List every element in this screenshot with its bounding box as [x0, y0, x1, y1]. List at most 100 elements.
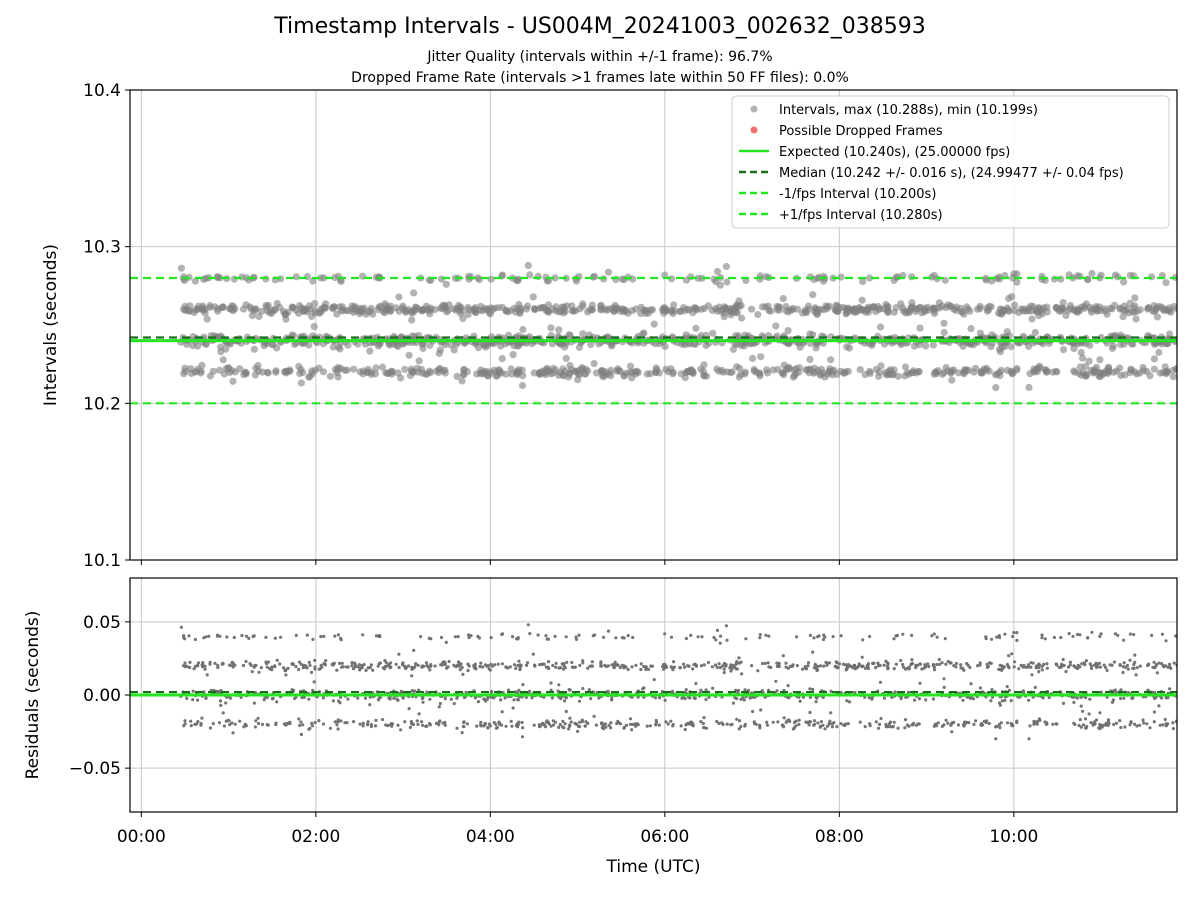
data-point: [1028, 315, 1036, 323]
data-point: [203, 664, 207, 668]
data-point: [992, 384, 1000, 392]
data-point: [590, 664, 594, 668]
data-point: [934, 722, 938, 726]
data-point: [568, 723, 572, 727]
data-point: [620, 371, 629, 379]
data-point: [486, 664, 490, 668]
data-point: [599, 660, 603, 664]
data-point: [642, 686, 646, 690]
data-point: [669, 719, 673, 723]
data-point: [500, 710, 504, 714]
data-point: [1173, 365, 1177, 373]
data-point: [439, 635, 444, 640]
data-point: [579, 302, 587, 310]
data-point: [544, 366, 553, 374]
data-point: [574, 637, 579, 642]
data-point: [490, 689, 494, 694]
data-point: [326, 372, 334, 380]
data-point: [948, 661, 952, 665]
data-point: [640, 329, 648, 337]
data-point: [858, 720, 862, 724]
data-point: [372, 364, 380, 372]
data-point: [920, 667, 924, 671]
data-point: [948, 376, 956, 384]
data-point: [657, 723, 661, 727]
data-point: [714, 638, 718, 642]
data-point: [669, 635, 674, 639]
data-point: [473, 666, 477, 670]
data-point: [946, 721, 950, 725]
data-point: [416, 722, 420, 727]
data-point: [704, 302, 713, 310]
data-point: [998, 310, 1006, 318]
data-point: [606, 629, 611, 633]
data-point: [281, 310, 289, 318]
data-point: [573, 721, 577, 725]
data-point: [819, 664, 823, 668]
data-point: [264, 660, 268, 664]
data-point: [317, 274, 325, 282]
data-point: [497, 721, 502, 725]
data-point: [974, 305, 982, 313]
data-point: [338, 307, 346, 315]
data-point: [392, 696, 396, 700]
data-point: [682, 276, 691, 284]
data-point: [702, 341, 710, 350]
data-point: [335, 723, 339, 727]
data-point: [196, 698, 200, 702]
data-point: [510, 724, 514, 728]
data-point: [572, 277, 581, 285]
data-point: [684, 688, 688, 692]
data-point: [839, 634, 843, 638]
data-point: [842, 368, 850, 376]
data-point: [1097, 661, 1101, 666]
data-point: [797, 722, 801, 727]
data-point: [343, 721, 347, 725]
data-point: [931, 697, 936, 701]
data-point: [475, 724, 479, 728]
data-point: [408, 309, 416, 317]
data-point: [964, 720, 969, 724]
data-point: [671, 668, 675, 672]
data-point: [364, 668, 368, 673]
data-point: [871, 661, 875, 666]
data-point: [752, 720, 756, 724]
data-point: [551, 723, 556, 727]
data-point: [183, 661, 187, 665]
data-point: [851, 305, 859, 313]
data-point: [414, 368, 422, 376]
data-point: [1164, 639, 1168, 643]
data-point: [610, 697, 614, 701]
data-point: [877, 726, 881, 730]
data-point: [819, 720, 824, 724]
data-point: [847, 700, 852, 704]
data-point: [1159, 662, 1164, 666]
data-point: [987, 721, 991, 726]
data-point: [1003, 698, 1007, 703]
data-point: [299, 662, 303, 666]
data-point: [1160, 632, 1164, 636]
data-point: [630, 665, 634, 669]
data-point: [508, 665, 512, 669]
data-point: [392, 304, 400, 312]
data-point: [1165, 696, 1169, 700]
data-point: [843, 306, 852, 314]
data-point: [664, 664, 668, 668]
data-point: [226, 305, 234, 313]
data-point: [469, 634, 473, 638]
data-point: [940, 661, 944, 665]
data-point: [322, 634, 326, 639]
data-point: [918, 681, 922, 685]
intervals-panel: 10.1 10.2 10.3 10.4 Intervals (seconds): [41, 81, 1178, 571]
data-point: [336, 727, 340, 731]
data-point: [1101, 723, 1106, 727]
data-point: [240, 633, 244, 638]
data-point: [915, 663, 920, 667]
data-point: [213, 273, 222, 281]
data-point: [699, 688, 703, 692]
data-point: [913, 305, 922, 313]
data-point: [1085, 357, 1093, 365]
data-point: [562, 726, 566, 730]
data-point: [436, 346, 444, 354]
data-point: [1061, 701, 1066, 706]
